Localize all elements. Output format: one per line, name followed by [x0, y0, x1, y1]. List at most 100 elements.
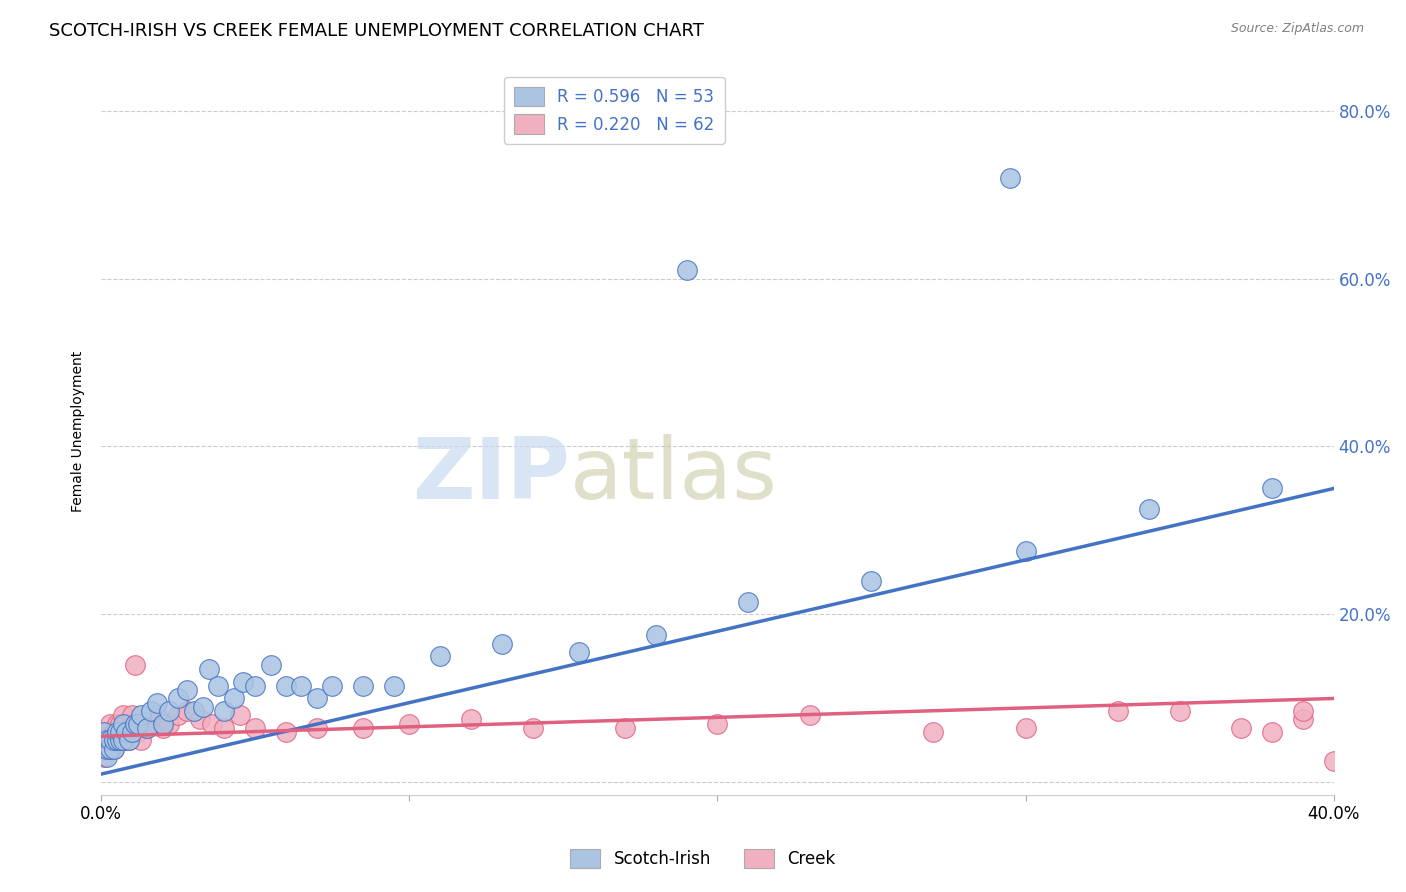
Point: [429, 649, 451, 664]
Point: [100, 742, 122, 756]
Point: [139, 704, 162, 718]
Point: [207, 679, 229, 693]
Point: [127, 716, 149, 731]
Point: [93, 742, 115, 756]
Point: [111, 708, 134, 723]
Point: [118, 733, 141, 747]
Point: [860, 574, 883, 588]
Point: [382, 679, 405, 693]
Point: [103, 742, 125, 756]
Point: [121, 725, 143, 739]
Point: [188, 713, 211, 727]
Point: [139, 716, 162, 731]
Point: [108, 725, 131, 739]
Point: [352, 721, 374, 735]
Point: [111, 716, 134, 731]
Point: [191, 699, 214, 714]
Point: [460, 713, 482, 727]
Point: [136, 721, 159, 735]
Point: [103, 733, 125, 747]
Legend: R = 0.596   N = 53, R = 0.220   N = 62: R = 0.596 N = 53, R = 0.220 N = 62: [503, 77, 724, 144]
Point: [96, 733, 118, 747]
Point: [614, 721, 637, 735]
Point: [93, 742, 115, 756]
Point: [115, 733, 138, 747]
Point: [152, 721, 174, 735]
Point: [105, 725, 128, 739]
Point: [105, 733, 128, 747]
Point: [105, 725, 128, 739]
Point: [706, 716, 728, 731]
Point: [152, 716, 174, 731]
Point: [118, 733, 141, 747]
Point: [998, 170, 1021, 185]
Point: [118, 725, 141, 739]
Point: [100, 733, 122, 747]
Point: [1292, 713, 1315, 727]
Point: [115, 725, 138, 739]
Point: [522, 721, 544, 735]
Point: [124, 657, 146, 672]
Point: [103, 742, 125, 756]
Point: [222, 691, 245, 706]
Point: [108, 733, 131, 747]
Point: [96, 742, 118, 756]
Point: [491, 637, 513, 651]
Point: [176, 704, 198, 718]
Point: [201, 716, 224, 731]
Point: [96, 725, 118, 739]
Point: [1261, 482, 1284, 496]
Point: [93, 733, 115, 747]
Point: [1168, 704, 1191, 718]
Point: [352, 679, 374, 693]
Point: [183, 704, 205, 718]
Point: [245, 721, 267, 735]
Point: [274, 725, 297, 739]
Point: [96, 733, 118, 747]
Point: [1014, 721, 1036, 735]
Point: [305, 691, 328, 706]
Point: [167, 691, 190, 706]
Point: [96, 742, 118, 756]
Point: [245, 679, 267, 693]
Point: [1292, 704, 1315, 718]
Point: [214, 721, 236, 735]
Point: [198, 662, 221, 676]
Point: [129, 733, 152, 747]
Point: [93, 750, 115, 764]
Point: [93, 742, 115, 756]
Point: [568, 645, 591, 659]
Point: [1014, 544, 1036, 558]
Point: [145, 708, 167, 723]
Point: [260, 657, 283, 672]
Point: [100, 716, 122, 731]
Point: [229, 708, 252, 723]
Point: [398, 716, 420, 731]
Y-axis label: Female Unemployment: Female Unemployment: [72, 351, 86, 512]
Point: [214, 704, 236, 718]
Point: [1323, 755, 1346, 769]
Point: [127, 725, 149, 739]
Point: [129, 708, 152, 723]
Legend: Scotch-Irish, Creek: Scotch-Irish, Creek: [564, 842, 842, 875]
Point: [93, 725, 115, 739]
Point: [922, 725, 945, 739]
Point: [799, 708, 821, 723]
Point: [124, 716, 146, 731]
Point: [305, 721, 328, 735]
Point: [100, 725, 122, 739]
Point: [675, 263, 697, 277]
Point: [644, 628, 666, 642]
Point: [157, 704, 180, 718]
Point: [115, 716, 138, 731]
Point: [100, 742, 122, 756]
Point: [105, 716, 128, 731]
Point: [121, 725, 143, 739]
Point: [232, 674, 254, 689]
Text: ZIP: ZIP: [412, 434, 569, 516]
Point: [145, 696, 167, 710]
Point: [108, 733, 131, 747]
Point: [290, 679, 312, 693]
Point: [121, 708, 143, 723]
Point: [176, 683, 198, 698]
